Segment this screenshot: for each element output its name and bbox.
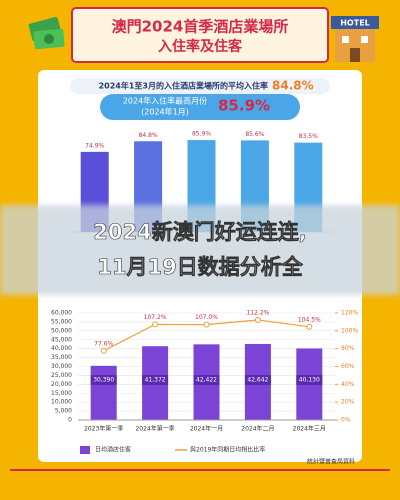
- y2-tick-label: 0%: [341, 417, 351, 424]
- bar-label: 41,372: [145, 377, 166, 384]
- overlay-text: 2024新澳门好运连连,: [93, 220, 306, 244]
- y-tick-label: 15,000: [51, 390, 72, 397]
- peak-month: (2024年1月): [141, 107, 189, 117]
- overlay-text: 11月19日数据分析全: [97, 255, 303, 279]
- summary-value: 84.8%: [272, 79, 314, 93]
- x-tick-label: 2024年三月: [293, 425, 326, 433]
- bar-label-box: [90, 375, 117, 385]
- peak-box: [100, 94, 300, 120]
- y-tick-label: 45,000: [51, 336, 72, 343]
- y-tick-label: 20,000: [51, 381, 72, 388]
- bar-label: 42,422: [196, 377, 217, 384]
- title: 澳門2024首季酒店業場所: [112, 18, 289, 36]
- line-label: 77.6%: [94, 340, 113, 347]
- x-tick-label: 2023年第一季: [84, 425, 123, 433]
- overlay-band: [0, 205, 400, 295]
- y-tick-label: 30,000: [51, 363, 72, 370]
- y-tick-label: 10,000: [51, 399, 72, 406]
- y2-tick-label: 20%: [341, 399, 355, 406]
- bar-label: 42,642: [247, 377, 268, 384]
- peak-label: 2024年入住率最高月份: [123, 96, 207, 106]
- bar-label-box: [142, 375, 169, 385]
- y-tick-label: 50,000: [51, 327, 72, 334]
- chart-2: 0 5,000 10,000 15,000 20,000 25,000 30,000 35,0…: [51, 309, 358, 454]
- bar-label: 30,390: [93, 377, 114, 384]
- title: 入住率及住客: [158, 38, 243, 55]
- line-label: 107.2%: [144, 314, 167, 321]
- y-tick-label: 25,000: [51, 372, 72, 379]
- y2-tick-label: 100%: [341, 327, 358, 334]
- y-tick-label: 35,000: [51, 354, 72, 361]
- legend-label: 日均酒店住客: [95, 446, 131, 454]
- summary-text: 2024年1至3月的入住酒店業場所的平均入住率: [99, 81, 268, 91]
- money-icon: [28, 16, 65, 50]
- y-tick-label: 55,000: [51, 318, 72, 325]
- line-point: [100, 347, 107, 354]
- bar-label-box: [244, 375, 271, 385]
- hotel-icon: [331, 16, 379, 62]
- y-tick-label: 40,000: [51, 345, 72, 352]
- y2-tick-label: 40%: [341, 381, 355, 388]
- line-label: 104.5%: [298, 316, 321, 323]
- x-tick-label: 2024年第一季: [135, 425, 174, 433]
- y2-tick-label: 120%: [341, 310, 358, 317]
- legend-label: 與2019年同期日均相比比率: [190, 446, 265, 454]
- line-point: [254, 316, 261, 323]
- bar: [90, 365, 117, 420]
- line-label: 112.2%: [246, 309, 269, 316]
- value-label: 84.8%: [139, 132, 158, 139]
- line-point: [152, 321, 159, 328]
- summary-box: [70, 78, 330, 94]
- peak-value: 85.9%: [218, 97, 270, 115]
- y2-tick-label: 60%: [341, 363, 355, 370]
- bar-label-box: [193, 375, 220, 385]
- y2-tick-label: 80%: [341, 345, 355, 352]
- y-tick-label: 5,000: [55, 408, 72, 415]
- line-point: [306, 323, 313, 330]
- line-label: 107.0%: [195, 314, 218, 321]
- value-label: 74.9%: [85, 142, 104, 149]
- x-tick-label: 2024年二月: [241, 425, 274, 433]
- line-point: [203, 321, 210, 328]
- bar-label: 40,130: [299, 377, 320, 384]
- y-tick-label: 60,000: [51, 310, 72, 317]
- legend-swatch: [80, 446, 90, 454]
- source: 統計暨普查局資料: [307, 458, 355, 466]
- value-label: 83.5%: [299, 133, 318, 140]
- y-tick-label: 0: [68, 417, 72, 424]
- title-box: [71, 7, 329, 63]
- bar-label-box: [296, 375, 323, 385]
- hotel-sign: HOTEL: [340, 19, 370, 28]
- x-tick-label: 2024年一月: [190, 425, 223, 433]
- value-label: 85.6%: [245, 131, 264, 138]
- value-label: 85.9%: [192, 131, 211, 138]
